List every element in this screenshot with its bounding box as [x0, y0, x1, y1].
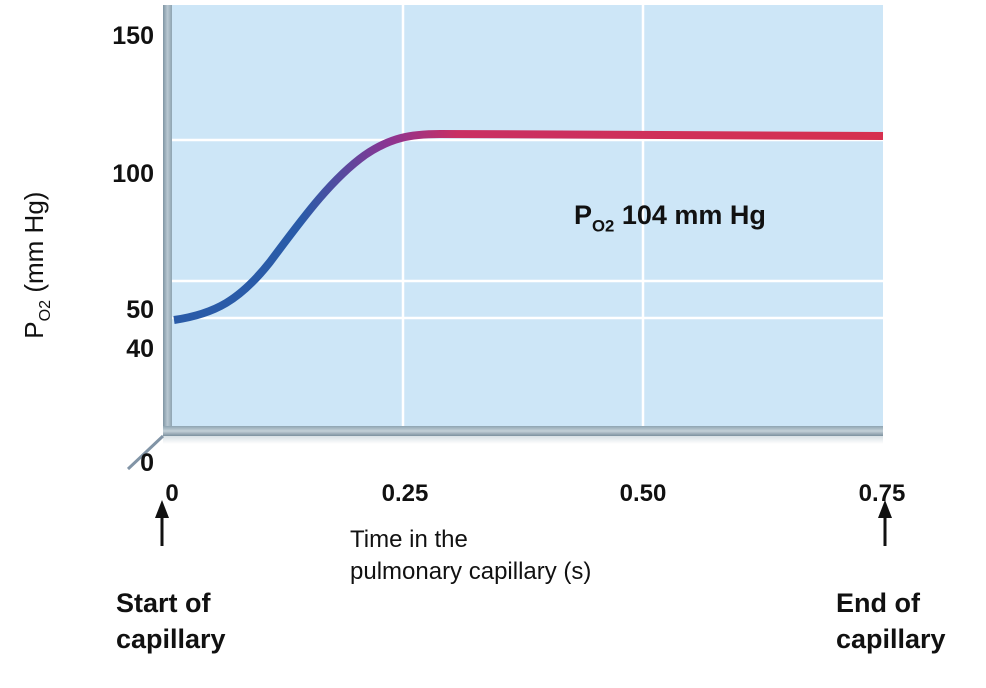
po2-curve — [173, 129, 884, 324]
x-axis-label: Time in the pulmonary capillary (s) — [350, 526, 592, 585]
y-tick-40: 40 — [126, 335, 154, 363]
po2-annotation: PO2 104 mm Hg — [574, 200, 766, 236]
y-axis-bar — [163, 5, 172, 436]
gridlines — [172, 5, 883, 426]
x-tick-0: 0 — [165, 480, 179, 507]
x-axis-bar — [163, 426, 883, 436]
y-tick-0: 0 — [140, 449, 154, 477]
y-tick-50: 50 — [126, 296, 154, 324]
y-tick-150: 150 — [112, 22, 154, 50]
end-arrow-icon — [878, 500, 892, 546]
start-arrow-icon — [155, 500, 169, 546]
x-tick-0.75: 0.75 — [858, 480, 906, 507]
y-tick-100: 100 — [112, 160, 154, 188]
end-of-capillary-label: End of capillary — [836, 588, 946, 654]
y-axis-label: PO2 (mm Hg) — [18, 191, 55, 339]
start-of-capillary-label: Start of capillary — [116, 588, 226, 654]
x-tick-0.50: 0.50 — [619, 480, 667, 507]
x-tick-0.25: 0.25 — [381, 480, 429, 507]
origin-perspective-line — [126, 434, 165, 471]
plot-background — [163, 5, 883, 437]
